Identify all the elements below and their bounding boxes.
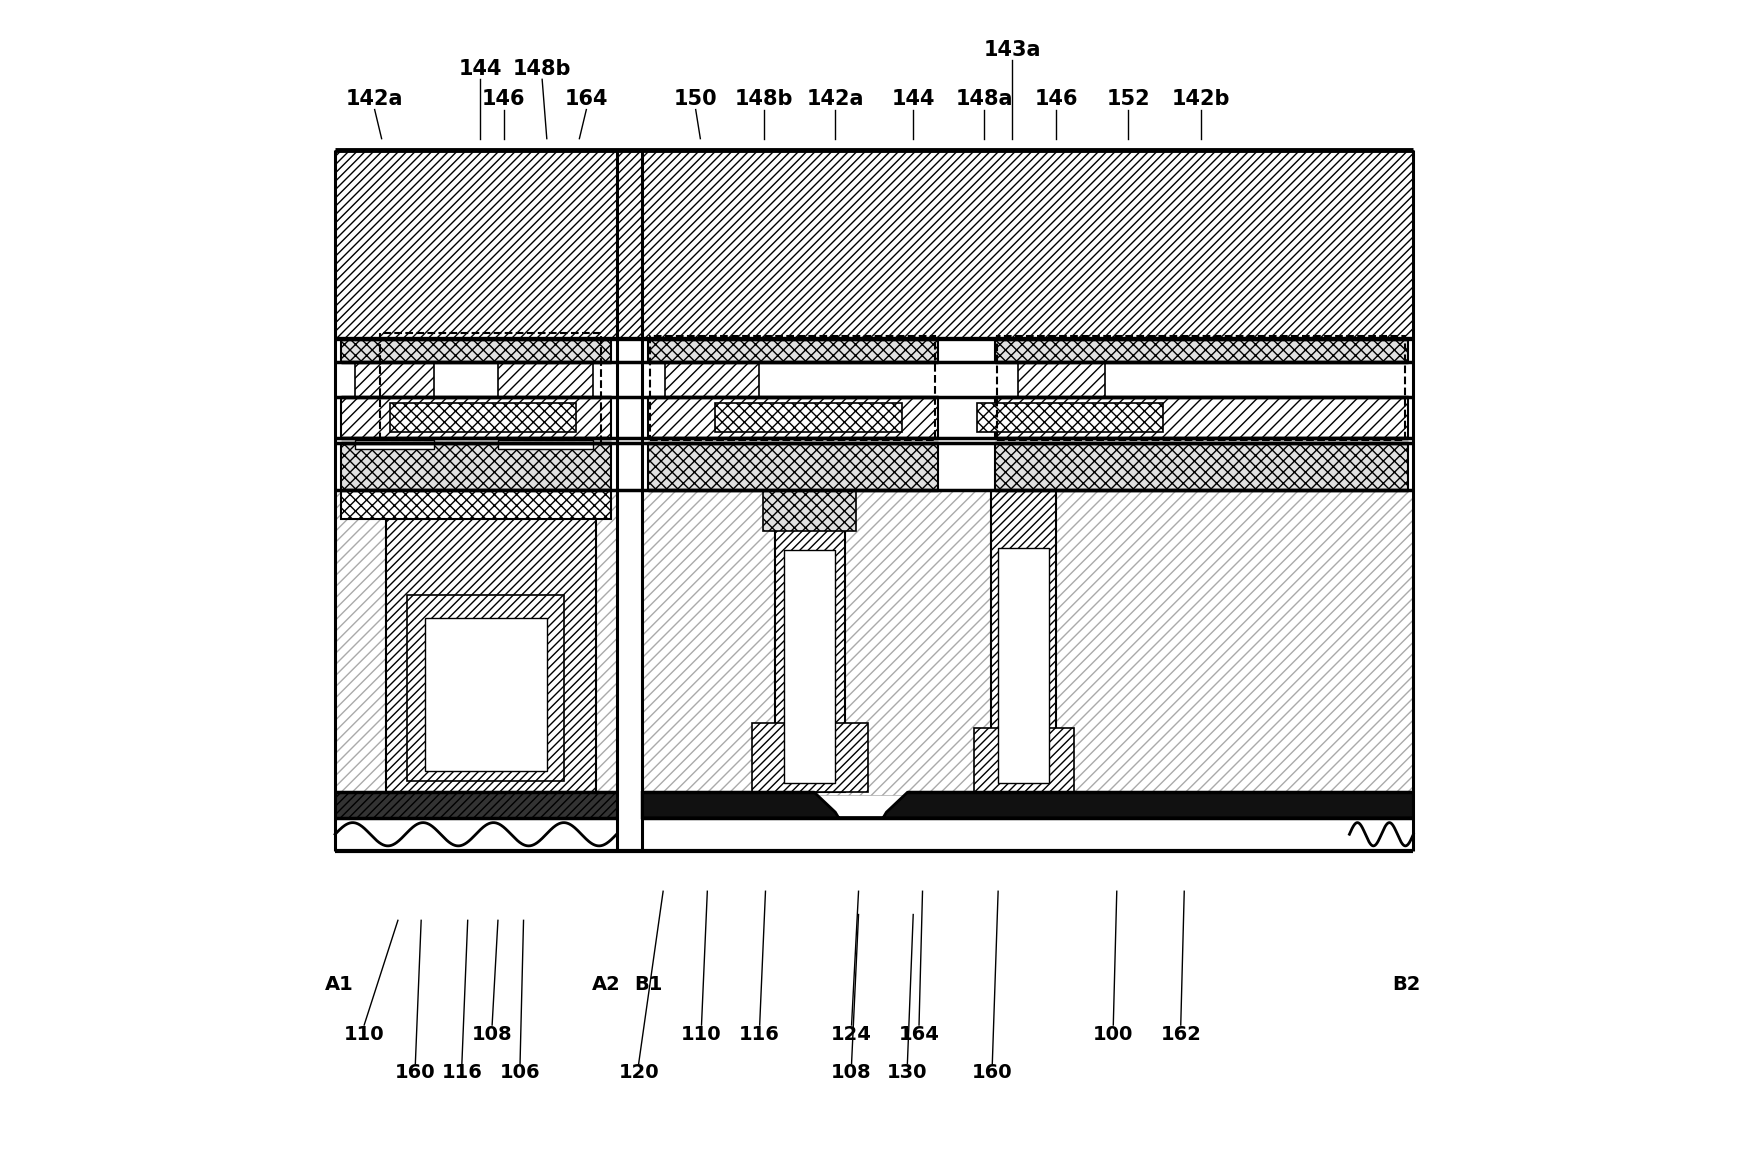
- Text: 148b: 148b: [513, 58, 571, 79]
- Text: 164: 164: [899, 1025, 939, 1044]
- Text: 100: 100: [1092, 1025, 1134, 1044]
- Bar: [977, 402, 1164, 431]
- Bar: [340, 339, 611, 361]
- Text: 142a: 142a: [346, 89, 403, 110]
- Bar: [642, 490, 1413, 795]
- Text: 110: 110: [344, 1025, 384, 1044]
- Bar: [995, 396, 1408, 437]
- Text: 144: 144: [892, 89, 935, 110]
- Text: 108: 108: [471, 1025, 513, 1044]
- Bar: [497, 440, 593, 449]
- Text: 160: 160: [394, 1063, 436, 1082]
- Text: 164: 164: [565, 89, 607, 110]
- Bar: [335, 793, 616, 819]
- Text: 110: 110: [681, 1025, 722, 1044]
- Bar: [998, 548, 1049, 784]
- Text: B2: B2: [1393, 975, 1420, 993]
- Text: 142b: 142b: [1171, 89, 1230, 110]
- Text: 148b: 148b: [735, 89, 794, 110]
- Bar: [665, 361, 759, 396]
- Bar: [354, 361, 435, 396]
- Text: 150: 150: [674, 89, 717, 110]
- Bar: [752, 723, 867, 793]
- Polygon shape: [642, 793, 1413, 819]
- Bar: [407, 595, 564, 781]
- Bar: [340, 443, 611, 490]
- Text: 120: 120: [618, 1063, 660, 1082]
- Bar: [389, 402, 576, 431]
- Text: 146: 146: [1035, 89, 1078, 110]
- Text: A1: A1: [325, 975, 354, 993]
- Bar: [497, 361, 593, 396]
- Text: 152: 152: [1106, 89, 1150, 110]
- Bar: [784, 550, 836, 784]
- Bar: [763, 490, 857, 531]
- Bar: [647, 396, 937, 437]
- Bar: [386, 490, 595, 793]
- Bar: [995, 339, 1408, 361]
- Text: 130: 130: [886, 1063, 928, 1082]
- Text: 144: 144: [459, 58, 503, 79]
- Text: 146: 146: [482, 89, 525, 110]
- Bar: [647, 443, 937, 490]
- Text: 116: 116: [441, 1063, 482, 1082]
- Text: 124: 124: [831, 1025, 872, 1044]
- Text: 116: 116: [740, 1025, 780, 1044]
- Bar: [380, 333, 602, 443]
- Bar: [340, 396, 611, 437]
- Text: 108: 108: [831, 1063, 872, 1082]
- Text: 162: 162: [1160, 1025, 1201, 1044]
- Text: 160: 160: [972, 1063, 1012, 1082]
- Text: A2: A2: [592, 975, 621, 993]
- Bar: [715, 402, 902, 431]
- Bar: [996, 337, 1405, 440]
- Text: 143a: 143a: [984, 41, 1040, 61]
- Bar: [335, 150, 1413, 339]
- Bar: [974, 729, 1073, 793]
- Bar: [340, 490, 611, 519]
- Bar: [991, 490, 1056, 793]
- Bar: [354, 440, 435, 449]
- Text: 106: 106: [499, 1063, 541, 1082]
- Bar: [775, 490, 845, 793]
- Bar: [424, 618, 546, 772]
- Bar: [647, 339, 937, 361]
- Bar: [995, 443, 1408, 490]
- Bar: [651, 337, 935, 440]
- Text: 148a: 148a: [956, 89, 1012, 110]
- Bar: [1017, 361, 1105, 396]
- Text: B1: B1: [633, 975, 661, 993]
- Text: 142a: 142a: [806, 89, 864, 110]
- Bar: [335, 490, 616, 795]
